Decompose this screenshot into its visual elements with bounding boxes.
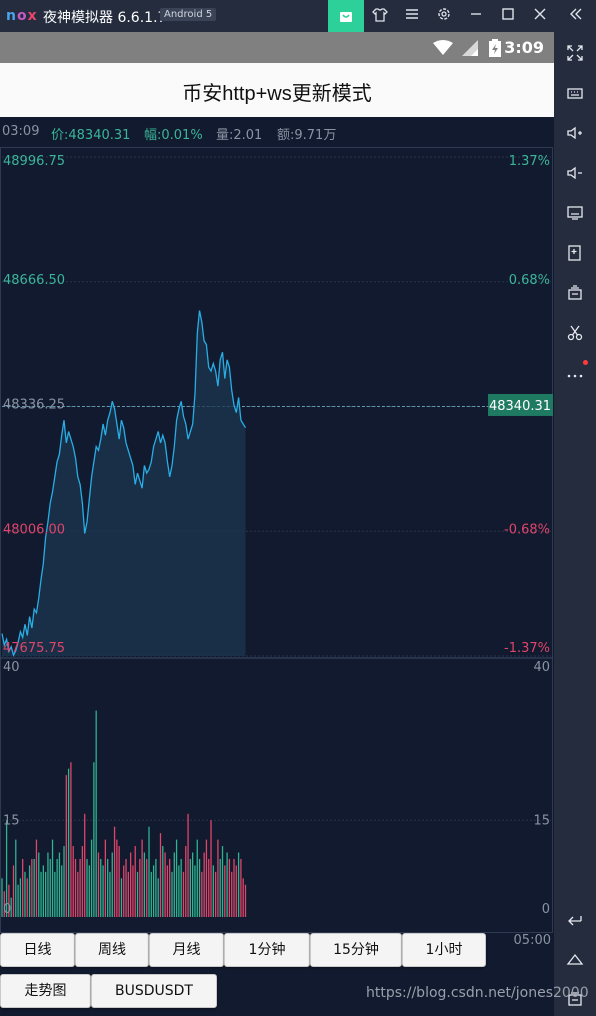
- gear-icon[interactable]: [434, 6, 454, 26]
- volume-bars: [1, 710, 247, 917]
- info-change: 幅:0.01%: [144, 128, 203, 143]
- multi-instance-icon[interactable]: [554, 280, 596, 306]
- volume-down-icon[interactable]: [554, 160, 596, 186]
- wifi-icon: [433, 40, 453, 55]
- percent-axis-label: -1.37%: [504, 641, 550, 656]
- minimize-icon[interactable]: [466, 6, 486, 26]
- trend-chart-button[interactable]: 走势图: [0, 974, 91, 1008]
- current-price-tag: [488, 393, 553, 416]
- period-button-month[interactable]: 月线: [149, 933, 224, 967]
- volume-axis-label: 15: [533, 813, 550, 828]
- price-line: [1, 310, 247, 658]
- nox-logo: nox: [6, 8, 38, 24]
- android-screen: 3:09 币安http+ws更新模式 03:09 价:48340.31 幅:0.…: [0, 32, 589, 1016]
- info-volume: 量:2.01: [216, 128, 263, 143]
- period-button-1hour[interactable]: 1小时: [402, 933, 486, 967]
- info-time: 03:09: [2, 124, 40, 139]
- status-bar: 3:09: [0, 32, 554, 63]
- watermark-text: https://blog.csdn.net/jones2000: [366, 985, 589, 1001]
- period-button-15min[interactable]: 15分钟: [310, 933, 402, 967]
- price-area: [2, 310, 246, 656]
- chart-frame: [0, 147, 553, 933]
- percent-axis-label: 0.68%: [509, 273, 550, 288]
- price-axis-label: 47675.75: [3, 641, 65, 656]
- collapse-sidebar-icon[interactable]: [566, 6, 586, 26]
- current-price-label: 48340.31: [489, 399, 551, 414]
- symbol-button[interactable]: BUSDUSDT: [91, 974, 217, 1008]
- status-time: 3:09: [504, 38, 544, 57]
- minute-chart[interactable]: 48996.75 1.37% 48666.50 0.68% 48336.25 48006.…: [0, 147, 554, 947]
- keyboard-icon[interactable]: [554, 80, 596, 106]
- maximize-icon[interactable]: [498, 6, 518, 26]
- price-axis-label: 48006.00: [3, 522, 65, 537]
- signal-icon: [462, 40, 478, 56]
- volume-up-icon[interactable]: [554, 120, 596, 146]
- info-amount: 额:9.71万: [277, 128, 337, 143]
- fullscreen-icon[interactable]: [554, 40, 596, 66]
- shirt-icon[interactable]: [370, 6, 390, 26]
- battery-icon: [489, 39, 501, 57]
- shopping-bag-icon: [340, 12, 352, 22]
- quote-info-bar: 03:09 价:48340.31 幅:0.01% 量:2.01 额:9.71万: [0, 117, 554, 147]
- info-price: 价:48340.31: [51, 128, 131, 143]
- close-icon[interactable]: [530, 6, 550, 26]
- notification-dot: [583, 360, 588, 365]
- period-button-1min[interactable]: 1分钟: [224, 933, 310, 967]
- app-bar: 币安http+ws更新模式: [0, 63, 554, 117]
- period-button-day[interactable]: 日线: [0, 933, 75, 967]
- more-icon[interactable]: [554, 360, 596, 386]
- percent-axis-label: 1.37%: [509, 154, 550, 169]
- period-button-week[interactable]: 周线: [75, 933, 149, 967]
- price-axis-label: 48996.75: [3, 154, 65, 169]
- menu-icon[interactable]: [402, 6, 422, 26]
- volume-axis-label: 40: [533, 660, 550, 675]
- recent-apps-icon[interactable]: [554, 986, 596, 1012]
- scissors-icon[interactable]: [554, 320, 596, 346]
- back-icon[interactable]: [554, 906, 596, 932]
- volume-axis-label: 0: [542, 902, 550, 917]
- apk-install-icon[interactable]: [554, 240, 596, 266]
- price-axis-label: 48336.25: [3, 398, 65, 413]
- home-icon[interactable]: [554, 946, 596, 972]
- time-axis-label: 05:00: [514, 933, 551, 947]
- percent-axis-label: -0.68%: [504, 522, 550, 537]
- volume-axis-label: 15: [3, 813, 20, 828]
- emulator-toolbar: [554, 32, 596, 1016]
- emulator-title: 夜神模拟器 6.6.1.7: [43, 10, 167, 26]
- android-version-badge: Android 5: [160, 8, 217, 21]
- app-center-button[interactable]: [328, 0, 364, 32]
- emulator-title-bar: nox 夜神模拟器 6.6.1.7 Android 5: [0, 0, 596, 32]
- volume-axis-label: 40: [3, 660, 20, 675]
- screen-icon[interactable]: [554, 200, 596, 226]
- price-axis-label: 48666.50: [3, 273, 65, 288]
- page-title: 币安http+ws更新模式: [182, 83, 372, 105]
- chart-grid: [0, 156, 553, 821]
- volume-axis-label: 0: [3, 902, 11, 917]
